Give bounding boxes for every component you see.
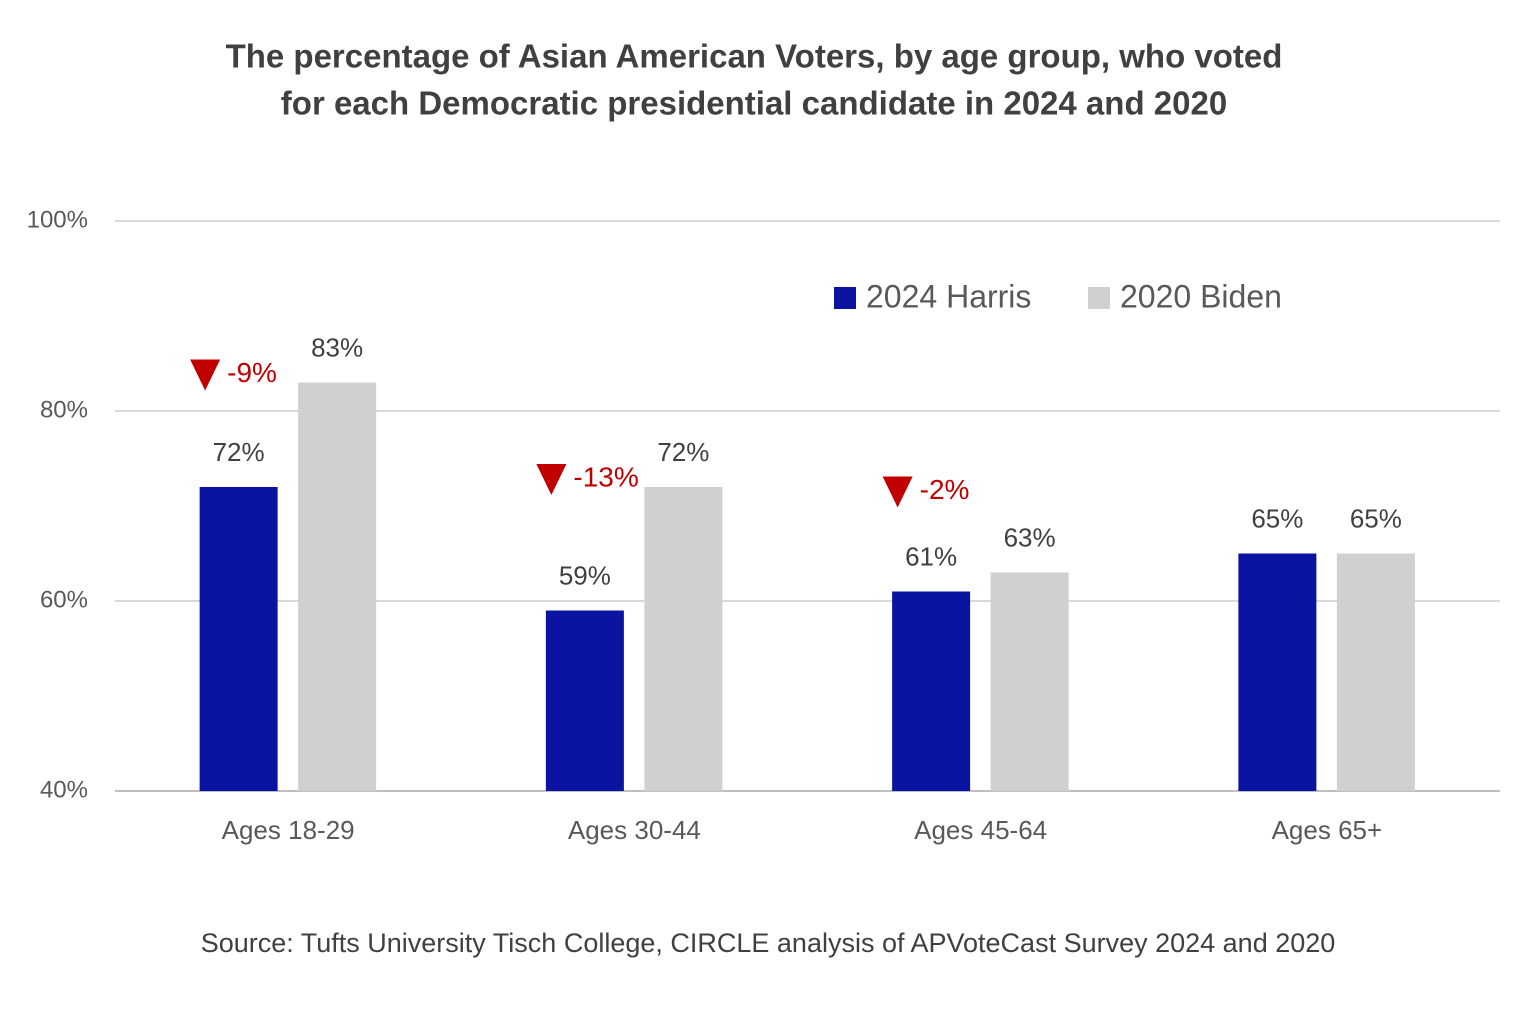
x-tick-label: Ages 45-64	[914, 815, 1047, 845]
change-label: -9%	[227, 357, 277, 388]
bar	[990, 572, 1069, 791]
y-tick-label: 60%	[40, 586, 88, 613]
value-label: 72%	[213, 437, 265, 467]
chart-title: The percentage of Asian American Voters,…	[226, 38, 1283, 75]
change-label: -13%	[573, 461, 638, 492]
bar	[545, 610, 624, 791]
chart-title: for each Democratic presidential candida…	[281, 85, 1227, 122]
bar	[199, 487, 278, 791]
bar	[644, 487, 723, 791]
value-label: 83%	[311, 332, 363, 362]
value-label: 59%	[559, 560, 611, 590]
x-tick-label: Ages 65+	[1272, 815, 1383, 845]
source-note: Source: Tufts University Tisch College, …	[201, 928, 1336, 958]
legend-label: 2024 Harris	[866, 278, 1031, 314]
value-label: 65%	[1350, 503, 1402, 533]
x-tick-label: Ages 18-29	[222, 815, 355, 845]
value-label: 65%	[1251, 503, 1303, 533]
y-tick-label: 40%	[40, 776, 88, 803]
change-marker	[882, 476, 913, 508]
x-tick-label: Ages 30-44	[568, 815, 701, 845]
legend-swatch	[1088, 287, 1110, 309]
value-label: 63%	[1004, 522, 1056, 552]
y-tick-label: 80%	[40, 396, 88, 423]
change-marker	[536, 464, 567, 495]
y-tick-label: 100%	[27, 206, 88, 233]
change-marker	[190, 359, 221, 391]
value-label: 61%	[905, 541, 957, 571]
bar	[1238, 553, 1317, 791]
bar	[1336, 553, 1415, 791]
legend-swatch	[834, 287, 856, 309]
bar	[892, 591, 971, 791]
legend-label: 2020 Biden	[1120, 278, 1282, 314]
bar	[298, 382, 377, 791]
value-label: 72%	[657, 437, 709, 467]
change-label: -2%	[920, 474, 970, 505]
